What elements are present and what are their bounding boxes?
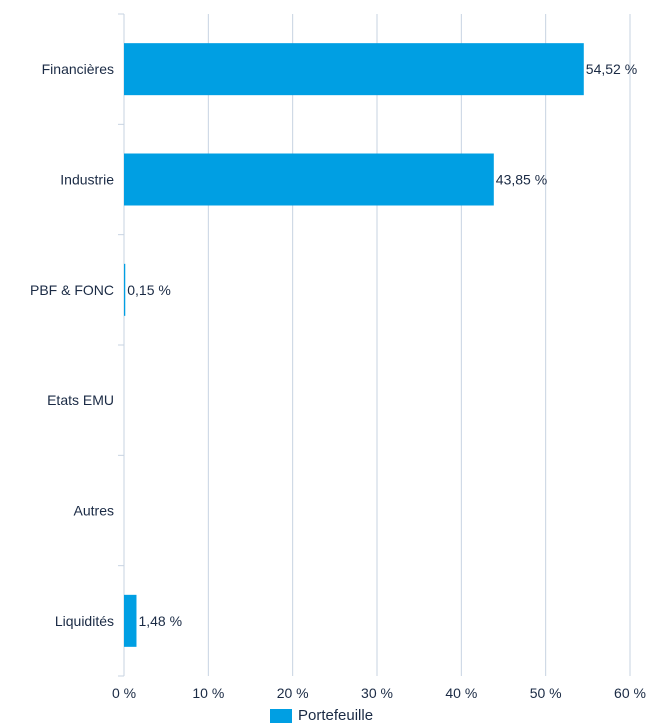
- legend: Portefeuille: [270, 707, 373, 724]
- bar: [124, 263, 126, 316]
- x-tick-label: 40 %: [445, 685, 477, 701]
- bar: [124, 43, 584, 96]
- data-label: 1,48 %: [138, 613, 182, 629]
- x-tick-label: 20 %: [277, 685, 309, 701]
- legend-swatch: [270, 708, 292, 723]
- category-label: Industrie: [60, 172, 114, 188]
- bar-chart: 0 % 10 % 20 % 30 % 40 % 50 % 60 % Financières 54…: [30, 13, 646, 701]
- data-label: 54,52 %: [586, 61, 637, 77]
- category-label: Financières: [42, 61, 114, 77]
- data-label: 0,15 %: [127, 282, 171, 298]
- x-tick-label: 10 %: [192, 685, 224, 701]
- category-label: Liquidités: [55, 613, 114, 629]
- category-label: PBF & FONC: [30, 282, 114, 298]
- x-tick-label: 60 %: [614, 685, 646, 701]
- x-tick-label: 50 %: [530, 685, 562, 701]
- data-label: 43,85 %: [496, 172, 547, 188]
- category-label: Autres: [74, 503, 114, 519]
- bar: [124, 153, 494, 206]
- legend-label: Portefeuille: [298, 707, 374, 724]
- category-label: Etats EMU: [47, 392, 114, 408]
- x-tick-label: 0 %: [112, 685, 136, 701]
- x-tick-label: 30 %: [361, 685, 393, 701]
- bar: [124, 594, 137, 647]
